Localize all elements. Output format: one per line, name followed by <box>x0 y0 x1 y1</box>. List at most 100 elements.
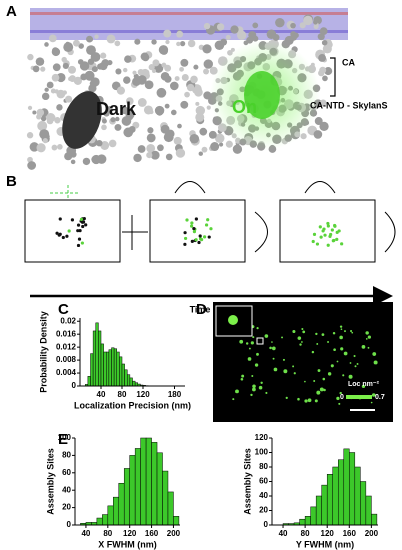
localization <box>335 237 339 241</box>
bar <box>365 495 372 526</box>
localization <box>58 217 62 221</box>
lattice-bead <box>195 105 206 116</box>
spot <box>256 352 259 356</box>
lattice-bead <box>272 33 280 41</box>
spot <box>313 380 316 382</box>
spot <box>342 374 345 377</box>
localization <box>76 223 81 227</box>
lattice-bead <box>225 140 233 148</box>
spot <box>332 331 336 335</box>
y-tick-label: 60 <box>259 477 268 486</box>
x-tick-label: 180 <box>168 390 182 399</box>
localization <box>82 217 86 221</box>
spot <box>252 387 256 392</box>
y-tick-label: 40 <box>62 485 71 494</box>
lattice-bead <box>322 75 328 82</box>
spot <box>265 391 268 394</box>
lattice-bead <box>219 142 224 147</box>
bar <box>151 442 158 526</box>
spot <box>371 393 376 397</box>
spot <box>299 343 302 346</box>
lattice-bead <box>133 153 142 163</box>
x-tick-label: 80 <box>103 529 112 538</box>
localization <box>184 236 188 241</box>
localization <box>202 235 207 239</box>
bar <box>92 330 96 387</box>
lattice-bead <box>52 63 61 72</box>
bar <box>113 496 119 526</box>
lattice-bead <box>97 63 104 70</box>
lattice-bead <box>101 118 107 124</box>
lattice-bead <box>61 56 67 63</box>
spot <box>304 399 308 403</box>
spot <box>327 372 332 376</box>
y-axis-label: Assembly Sites <box>242 448 252 515</box>
lattice-bead <box>157 144 164 152</box>
colorbar <box>346 395 372 399</box>
colorbar-max: 0.7 <box>375 394 385 401</box>
lattice-bead <box>184 91 190 98</box>
spot <box>338 402 341 405</box>
x-axis-label: Y FWHM (nm) <box>296 539 354 549</box>
localization <box>197 240 201 245</box>
localization <box>204 223 209 227</box>
spot <box>283 369 288 374</box>
spot <box>351 331 354 334</box>
lattice-bead <box>36 143 46 153</box>
lattice-bead <box>57 144 63 150</box>
lattice-bead <box>56 104 63 111</box>
structure-render <box>26 8 348 170</box>
lattice-bead <box>174 76 180 82</box>
lattice-bead <box>320 123 326 129</box>
y-tick-label: 0.008 <box>56 355 77 364</box>
localization <box>194 238 198 242</box>
lattice-bead <box>290 22 296 29</box>
lattice-bead <box>214 40 225 51</box>
lattice-bead <box>80 73 88 81</box>
lattice-bead <box>179 66 184 72</box>
x-tick-label: 120 <box>123 529 137 538</box>
spot <box>252 384 256 388</box>
bar <box>107 505 114 526</box>
frame-box <box>149 199 246 263</box>
bar <box>129 455 136 526</box>
lattice-bead <box>73 76 82 85</box>
lattice-bead <box>313 19 318 25</box>
localization <box>326 224 330 228</box>
spot <box>349 362 352 364</box>
lattice-bead <box>177 123 182 129</box>
bar <box>113 348 117 387</box>
spot <box>273 367 278 372</box>
lattice-bead <box>180 100 189 109</box>
lattice-bead <box>82 157 91 166</box>
lattice-bead <box>84 70 95 81</box>
profile <box>384 211 396 253</box>
lattice-bead <box>123 76 131 84</box>
y-tick-label: 60 <box>62 468 71 477</box>
spot <box>321 333 325 336</box>
localization <box>58 232 62 236</box>
lattice-bead <box>203 68 210 75</box>
localization <box>312 232 317 236</box>
lattice-bead <box>193 64 199 70</box>
bar <box>87 376 91 387</box>
scale-bar <box>350 409 375 411</box>
profile <box>122 215 148 250</box>
profile <box>50 185 80 200</box>
bar <box>349 452 356 526</box>
localization <box>70 218 75 222</box>
spot <box>322 377 326 381</box>
lattice-bead <box>187 39 196 48</box>
x-tick-label: 40 <box>279 529 288 538</box>
lattice-bead <box>163 29 172 38</box>
lattice-bead <box>101 124 107 131</box>
lattice-bead <box>46 81 54 89</box>
x-tick-label: 80 <box>301 529 310 538</box>
spot <box>344 330 346 333</box>
y-tick-label: 40 <box>259 491 268 500</box>
bar <box>106 351 110 387</box>
colorbar-title: Loc nm⁻² <box>348 381 380 388</box>
lattice-bead <box>146 152 153 159</box>
spot <box>301 341 303 343</box>
